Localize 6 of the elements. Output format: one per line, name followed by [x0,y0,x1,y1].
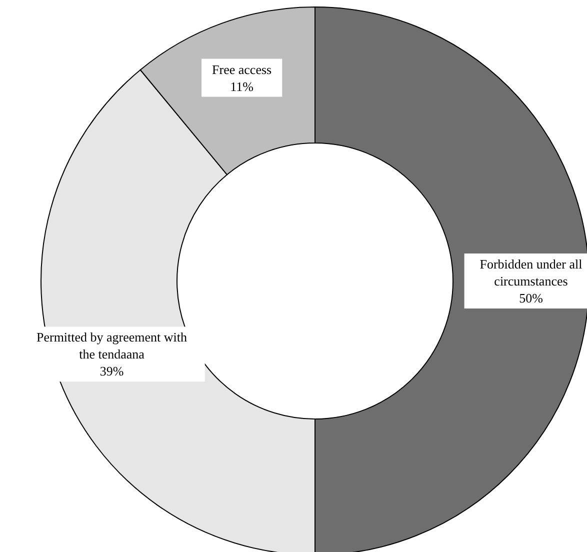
data-label: 11% [230,78,254,94]
data-label: 50% [519,290,544,306]
slice-label: Forbidden under all circumstances [480,256,583,288]
slice-label: Permitted by agreement with the tendaana [36,330,188,362]
slice-label: Free access [212,62,272,77]
data-label: 39% [100,364,124,379]
